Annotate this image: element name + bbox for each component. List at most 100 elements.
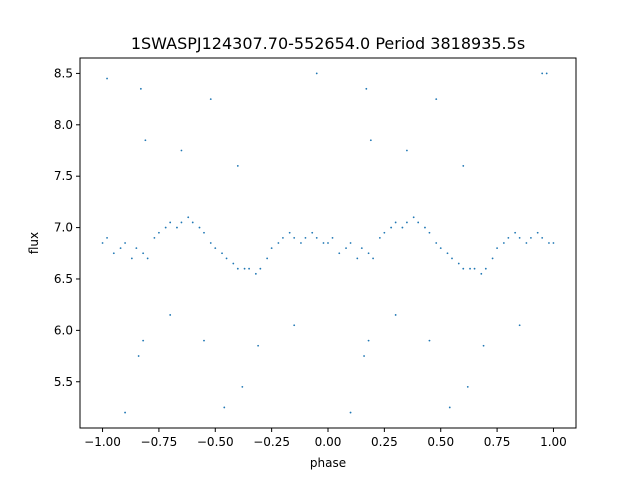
data-point xyxy=(209,98,212,101)
data-point xyxy=(435,98,438,101)
data-point xyxy=(241,385,244,388)
data-point xyxy=(412,216,415,219)
data-point xyxy=(462,267,465,270)
x-tick-label: 0.50 xyxy=(427,435,454,449)
data-point xyxy=(541,72,544,75)
chart-title: 1SWASPJ124307.70-552654.0 Period 3818935… xyxy=(131,34,525,53)
data-point xyxy=(518,236,521,239)
data-point xyxy=(406,149,408,152)
y-tick-label: 8.0 xyxy=(54,118,73,132)
x-tick-label: −1.00 xyxy=(84,435,121,449)
data-point xyxy=(378,236,381,239)
y-axis-label: flux xyxy=(27,232,41,254)
data-point xyxy=(367,252,370,255)
data-point xyxy=(315,236,318,239)
data-point xyxy=(428,339,431,342)
data-point xyxy=(169,221,172,224)
data-point xyxy=(327,242,329,244)
y-tick-label: 7.5 xyxy=(54,169,73,183)
data-point xyxy=(548,242,550,244)
data-point xyxy=(225,257,228,260)
data-point xyxy=(146,257,149,260)
data-point xyxy=(169,314,172,316)
y-tick-label: 6.5 xyxy=(54,272,73,286)
data-point xyxy=(176,226,178,229)
data-point xyxy=(203,231,205,234)
data-point xyxy=(158,231,160,234)
data-point xyxy=(144,139,147,142)
data-point xyxy=(101,242,104,244)
data-point xyxy=(349,411,352,414)
data-point xyxy=(541,236,544,239)
data-point xyxy=(248,267,250,270)
y-tick-label: 7.0 xyxy=(54,221,73,235)
data-point xyxy=(482,344,485,347)
data-point xyxy=(277,242,280,244)
x-axis-label: phase xyxy=(310,456,346,470)
data-point xyxy=(119,247,122,250)
data-point xyxy=(363,355,365,357)
data-point xyxy=(203,339,205,342)
data-point xyxy=(191,221,194,224)
data-point xyxy=(243,267,246,270)
data-point xyxy=(106,77,108,80)
data-point xyxy=(428,231,431,234)
data-point xyxy=(139,87,142,90)
data-point xyxy=(369,139,372,142)
data-points xyxy=(101,72,555,414)
data-point xyxy=(356,257,359,260)
data-point xyxy=(164,226,167,229)
data-point xyxy=(383,231,386,234)
data-point xyxy=(137,355,140,357)
data-point xyxy=(439,247,442,250)
data-point xyxy=(187,216,190,219)
data-point xyxy=(209,242,212,244)
x-axis-ticks: −1.00 −0.75 −0.50 −0.25 0.00 0.25 0.50 0.75 1.00 xyxy=(84,428,567,449)
data-point xyxy=(390,226,393,229)
data-point xyxy=(473,267,476,270)
data-point xyxy=(223,406,226,409)
data-point xyxy=(221,252,223,255)
data-point xyxy=(180,149,183,152)
data-point xyxy=(446,252,449,255)
data-point xyxy=(106,236,108,239)
data-point xyxy=(180,221,183,224)
data-point xyxy=(282,236,284,239)
data-point xyxy=(214,247,217,250)
data-point xyxy=(417,221,420,224)
data-point xyxy=(345,247,347,250)
data-point xyxy=(525,242,528,244)
data-point xyxy=(394,314,397,316)
data-point xyxy=(254,272,257,275)
x-tick-label: 0.75 xyxy=(484,435,511,449)
data-point xyxy=(372,257,374,260)
data-point xyxy=(293,324,296,327)
data-point xyxy=(232,262,235,265)
x-tick-label: −0.25 xyxy=(253,435,290,449)
data-point xyxy=(293,236,296,239)
data-point xyxy=(349,242,352,244)
data-point xyxy=(257,344,260,347)
data-point xyxy=(394,221,397,224)
data-point xyxy=(270,247,273,250)
data-point xyxy=(266,257,269,260)
x-tick-label: 0.00 xyxy=(315,435,342,449)
data-point xyxy=(491,257,494,260)
y-axis-ticks: 5.5 6.0 6.5 7.0 7.5 8.0 8.5 xyxy=(54,66,80,389)
data-point xyxy=(484,267,487,270)
data-point xyxy=(457,262,460,265)
data-point xyxy=(360,247,363,250)
data-point xyxy=(304,236,307,239)
data-point xyxy=(142,252,145,255)
data-point xyxy=(259,267,262,270)
data-point xyxy=(451,257,453,260)
y-tick-label: 6.0 xyxy=(54,323,73,337)
data-point xyxy=(365,87,368,90)
data-point xyxy=(124,242,126,244)
data-point xyxy=(135,247,138,250)
data-point xyxy=(502,242,505,244)
data-point xyxy=(462,165,465,167)
data-point xyxy=(236,267,239,270)
data-point xyxy=(480,272,483,275)
